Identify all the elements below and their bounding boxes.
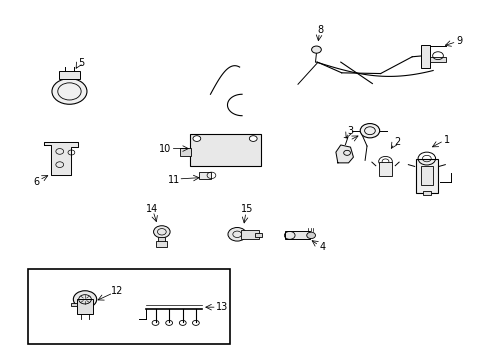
Circle shape — [73, 291, 97, 308]
Text: 13: 13 — [215, 302, 227, 312]
Circle shape — [153, 226, 170, 238]
Bar — [420, 166, 432, 185]
Text: 4: 4 — [319, 242, 325, 252]
Text: 6: 6 — [33, 177, 40, 187]
Bar — [199, 172, 211, 179]
Bar — [378, 162, 391, 176]
Bar — [429, 57, 445, 62]
FancyBboxPatch shape — [28, 269, 229, 344]
Bar — [158, 237, 165, 242]
Bar — [180, 148, 191, 157]
Bar — [77, 298, 93, 314]
Circle shape — [52, 78, 87, 104]
Bar — [71, 302, 77, 306]
Bar — [59, 71, 80, 79]
Text: 1: 1 — [443, 135, 449, 145]
Text: 11: 11 — [167, 175, 180, 185]
Text: 12: 12 — [111, 287, 123, 296]
Circle shape — [227, 228, 246, 241]
Text: 5: 5 — [78, 58, 84, 68]
Text: 8: 8 — [317, 25, 323, 35]
Text: 10: 10 — [158, 144, 170, 154]
Bar — [422, 192, 430, 195]
Circle shape — [249, 136, 257, 141]
Circle shape — [311, 46, 321, 53]
Bar — [240, 230, 259, 239]
Polygon shape — [335, 145, 353, 163]
Circle shape — [360, 123, 379, 138]
Bar — [421, 45, 429, 68]
Circle shape — [306, 232, 315, 239]
Text: 2: 2 — [393, 137, 400, 147]
Text: 15: 15 — [240, 204, 253, 214]
Bar — [415, 158, 437, 193]
Circle shape — [193, 136, 201, 141]
Bar — [285, 231, 309, 239]
Bar — [190, 134, 260, 166]
Text: 3: 3 — [346, 126, 353, 136]
Bar — [255, 233, 262, 237]
Text: 9: 9 — [456, 36, 462, 46]
Text: 14: 14 — [146, 203, 158, 213]
Polygon shape — [44, 142, 78, 175]
Text: 7: 7 — [342, 137, 348, 147]
Bar — [156, 242, 167, 247]
